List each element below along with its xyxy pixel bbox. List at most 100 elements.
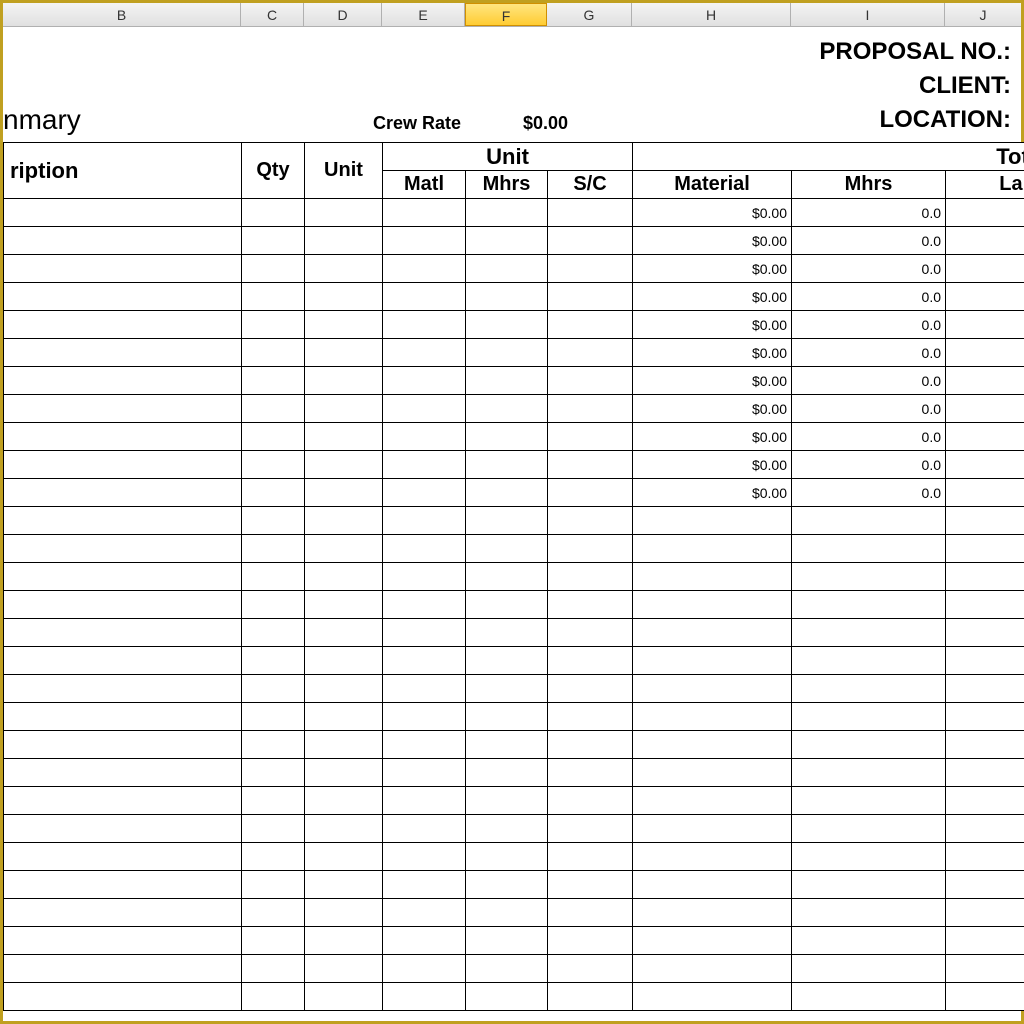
cell-empty[interactable] — [633, 899, 792, 927]
cell-empty[interactable] — [792, 675, 946, 703]
cell-mhrs-total[interactable]: 0.0 — [792, 367, 946, 395]
cell-empty[interactable] — [383, 535, 466, 563]
cell-empty[interactable] — [466, 899, 548, 927]
cell-material[interactable]: $0.00 — [633, 339, 792, 367]
cell-sc[interactable] — [548, 255, 633, 283]
cell-empty[interactable] — [242, 507, 305, 535]
cell-empty[interactable] — [792, 647, 946, 675]
cell-unit[interactable] — [305, 227, 383, 255]
cell-empty[interactable] — [633, 731, 792, 759]
cell-empty[interactable] — [242, 983, 305, 1011]
cell-empty[interactable] — [792, 507, 946, 535]
cell-mhrs-total[interactable]: 0.0 — [792, 255, 946, 283]
crew-rate-value[interactable]: $0.00 — [523, 113, 568, 134]
cell-description[interactable] — [4, 451, 242, 479]
cell-empty[interactable] — [548, 927, 633, 955]
cell-empty[interactable] — [946, 507, 1024, 535]
cell-empty[interactable] — [242, 591, 305, 619]
cell-empty[interactable] — [946, 731, 1024, 759]
column-header-J[interactable]: J — [945, 3, 1021, 26]
cell-matl[interactable] — [383, 395, 466, 423]
cell-mhrs[interactable] — [466, 339, 548, 367]
cell-empty[interactable] — [242, 731, 305, 759]
cell-empty[interactable] — [946, 983, 1024, 1011]
cell-empty[interactable] — [633, 871, 792, 899]
column-header-C[interactable]: C — [241, 3, 304, 26]
cell-description[interactable] — [4, 367, 242, 395]
cell-empty[interactable] — [305, 563, 383, 591]
cell-empty[interactable] — [792, 535, 946, 563]
cell-empty[interactable] — [4, 815, 242, 843]
cell-empty[interactable] — [548, 899, 633, 927]
cell-empty[interactable] — [548, 675, 633, 703]
cell-labo[interactable]: $ — [946, 227, 1024, 255]
cell-empty[interactable] — [633, 535, 792, 563]
cell-empty[interactable] — [242, 619, 305, 647]
cell-empty[interactable] — [792, 843, 946, 871]
cell-qty[interactable] — [242, 395, 305, 423]
cell-description[interactable] — [4, 283, 242, 311]
cell-empty[interactable] — [792, 899, 946, 927]
cell-empty[interactable] — [466, 759, 548, 787]
cell-empty[interactable] — [383, 675, 466, 703]
column-header-F[interactable]: F — [465, 3, 547, 26]
cell-mhrs-total[interactable]: 0.0 — [792, 339, 946, 367]
cell-matl[interactable] — [383, 367, 466, 395]
cell-qty[interactable] — [242, 199, 305, 227]
cell-empty[interactable] — [792, 563, 946, 591]
cell-empty[interactable] — [383, 927, 466, 955]
cell-empty[interactable] — [383, 843, 466, 871]
cell-unit[interactable] — [305, 451, 383, 479]
cell-empty[interactable] — [242, 787, 305, 815]
cell-empty[interactable] — [548, 563, 633, 591]
cell-empty[interactable] — [466, 815, 548, 843]
cell-empty[interactable] — [466, 871, 548, 899]
cell-empty[interactable] — [4, 843, 242, 871]
cell-empty[interactable] — [4, 563, 242, 591]
cell-empty[interactable] — [633, 619, 792, 647]
cell-empty[interactable] — [242, 871, 305, 899]
cell-empty[interactable] — [383, 759, 466, 787]
cell-labo[interactable]: $ — [946, 451, 1024, 479]
cell-labo[interactable]: $ — [946, 311, 1024, 339]
cell-qty[interactable] — [242, 367, 305, 395]
cell-empty[interactable] — [946, 647, 1024, 675]
cell-empty[interactable] — [548, 955, 633, 983]
cell-description[interactable] — [4, 423, 242, 451]
cell-sc[interactable] — [548, 451, 633, 479]
cell-empty[interactable] — [242, 899, 305, 927]
cell-empty[interactable] — [466, 647, 548, 675]
cell-mhrs[interactable] — [466, 311, 548, 339]
cell-labo[interactable]: $ — [946, 255, 1024, 283]
cell-mhrs-total[interactable]: 0.0 — [792, 423, 946, 451]
cell-labo[interactable]: $ — [946, 395, 1024, 423]
cell-empty[interactable] — [548, 703, 633, 731]
cell-empty[interactable] — [4, 759, 242, 787]
cell-qty[interactable] — [242, 311, 305, 339]
cell-empty[interactable] — [548, 815, 633, 843]
cell-empty[interactable] — [383, 619, 466, 647]
cell-empty[interactable] — [466, 675, 548, 703]
cell-empty[interactable] — [4, 899, 242, 927]
cell-empty[interactable] — [305, 535, 383, 563]
cell-empty[interactable] — [548, 647, 633, 675]
cell-empty[interactable] — [383, 899, 466, 927]
cell-empty[interactable] — [633, 703, 792, 731]
cell-labo[interactable]: $ — [946, 199, 1024, 227]
cell-empty[interactable] — [305, 591, 383, 619]
cell-empty[interactable] — [548, 759, 633, 787]
cell-empty[interactable] — [242, 563, 305, 591]
cell-empty[interactable] — [305, 787, 383, 815]
cell-empty[interactable] — [242, 927, 305, 955]
cell-empty[interactable] — [792, 927, 946, 955]
cell-empty[interactable] — [305, 815, 383, 843]
cell-empty[interactable] — [946, 619, 1024, 647]
column-header-D[interactable]: D — [304, 3, 382, 26]
cell-empty[interactable] — [633, 927, 792, 955]
cell-empty[interactable] — [466, 843, 548, 871]
cell-empty[interactable] — [946, 591, 1024, 619]
cell-empty[interactable] — [305, 759, 383, 787]
cell-empty[interactable] — [792, 619, 946, 647]
cell-empty[interactable] — [4, 927, 242, 955]
cell-empty[interactable] — [946, 927, 1024, 955]
